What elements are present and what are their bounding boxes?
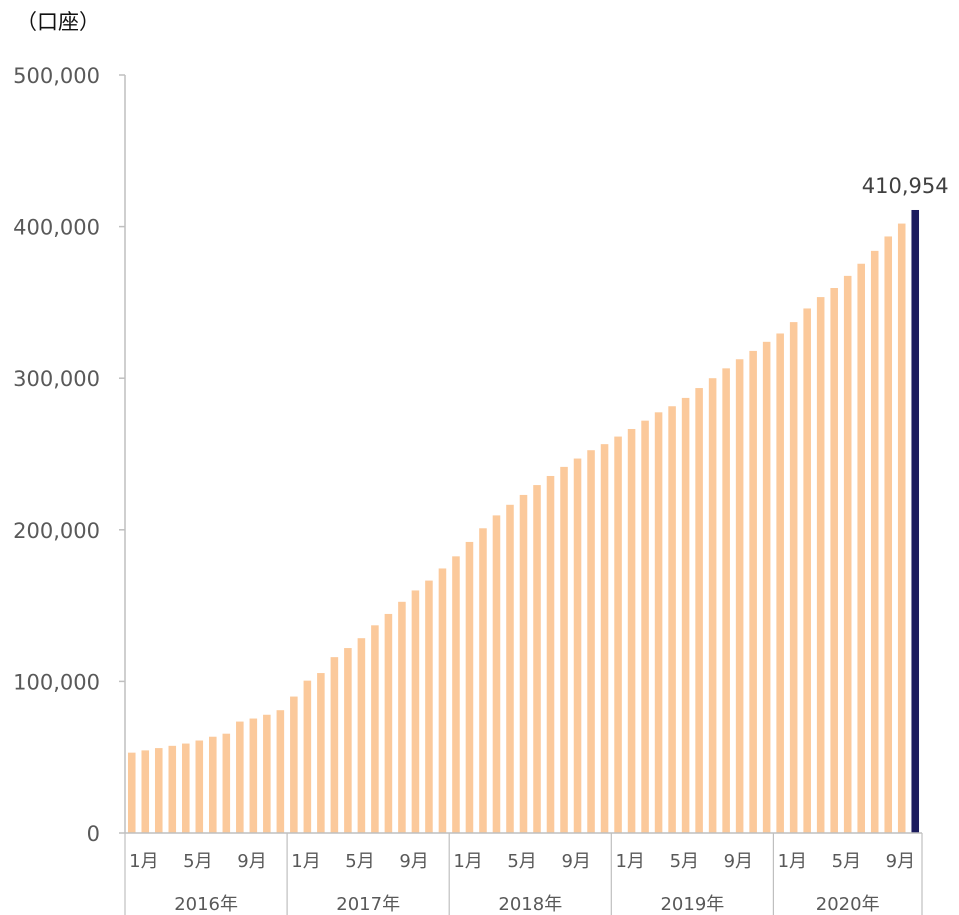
x-axis: 1月 5月 9月 2016年 1月 5月 9月 2017年 1月 5月 9月 2018年 1月 5月 9月 2… <box>124 832 923 915</box>
bar <box>438 568 447 833</box>
bar <box>249 718 258 833</box>
y-tick-label: 200,000 <box>13 519 100 543</box>
x-year-label: 2018年 <box>498 894 562 915</box>
bar <box>236 721 244 833</box>
y-unit-label: （口座） <box>16 10 100 34</box>
bar <box>492 515 501 833</box>
bar <box>884 236 893 833</box>
y-tick-label: 400,000 <box>13 216 100 240</box>
x-month-label: 1月 <box>615 851 644 872</box>
bar <box>263 714 271 833</box>
bar <box>330 657 339 833</box>
bar <box>195 740 204 833</box>
bar <box>749 350 757 833</box>
x-month-label: 1月 <box>129 851 158 872</box>
bar <box>654 412 663 833</box>
x-month-label: 9月 <box>237 851 266 872</box>
bar <box>681 397 690 833</box>
data-labels: 410,954 <box>862 174 949 198</box>
bar <box>776 333 784 833</box>
x-month-label: 1月 <box>778 851 807 872</box>
x-month-label: 9月 <box>724 851 753 872</box>
bar <box>816 297 825 834</box>
bar <box>317 673 325 833</box>
bar <box>573 458 582 833</box>
bar <box>722 368 730 833</box>
bar <box>857 263 865 833</box>
bar <box>303 680 312 833</box>
bar <box>357 638 366 833</box>
bar <box>452 556 460 833</box>
y-axis-ticks: 500,000 400,000 300,000 200,000 100,000 0 <box>13 64 126 846</box>
data-label-latest: 410,954 <box>862 174 949 198</box>
x-month-label: 9月 <box>561 851 590 872</box>
bar <box>465 541 474 833</box>
bar <box>762 341 771 833</box>
bar <box>371 625 379 833</box>
x-year-label: 2019年 <box>660 894 724 915</box>
bar <box>587 450 595 833</box>
x-year-label: 2020年 <box>816 894 880 915</box>
bar <box>830 288 838 833</box>
y-tick-label: 300,000 <box>13 367 100 391</box>
bar <box>695 388 703 833</box>
bar <box>641 420 649 833</box>
x-month-label: 1月 <box>453 851 482 872</box>
bar <box>222 733 231 833</box>
x-month-label: 5月 <box>345 851 374 872</box>
bar <box>127 752 136 833</box>
bar <box>627 428 636 833</box>
x-month-label: 9月 <box>886 851 915 872</box>
bar <box>843 275 852 833</box>
x-year-label: 2017年 <box>336 894 400 915</box>
bar <box>870 250 879 834</box>
y-tick-label: 100,000 <box>13 670 100 694</box>
bar <box>209 736 217 833</box>
bar <box>708 378 717 833</box>
bar <box>344 648 352 833</box>
bar <box>546 475 555 833</box>
bar <box>614 436 622 833</box>
bar <box>168 745 177 833</box>
y-tick-label: 500,000 <box>13 64 100 88</box>
bar <box>533 485 541 833</box>
y-tick-label: 0 <box>87 822 100 846</box>
bar <box>519 494 528 833</box>
bar <box>384 613 393 833</box>
x-year-label: 2016年 <box>174 894 238 915</box>
bar <box>479 528 487 833</box>
bar <box>735 359 744 833</box>
bar <box>668 406 676 833</box>
bar-latest <box>911 209 920 834</box>
bar <box>789 322 798 833</box>
bar <box>897 223 906 833</box>
bar <box>276 710 285 833</box>
bar <box>425 580 433 833</box>
x-month-label: 5月 <box>183 851 212 872</box>
x-month-label: 5月 <box>670 851 699 872</box>
x-month-label: 5月 <box>832 851 861 872</box>
x-month-label: 9月 <box>399 851 428 872</box>
bar <box>290 696 298 833</box>
bar <box>398 601 406 833</box>
bar <box>154 748 163 833</box>
bar <box>411 590 420 833</box>
bar <box>803 308 811 834</box>
bar <box>600 444 609 833</box>
x-month-label: 1月 <box>291 851 320 872</box>
bar <box>141 750 150 833</box>
bar <box>560 466 568 833</box>
bars <box>127 209 920 834</box>
bar <box>506 504 514 833</box>
x-month-label: 5月 <box>507 851 536 872</box>
bar <box>182 743 190 833</box>
